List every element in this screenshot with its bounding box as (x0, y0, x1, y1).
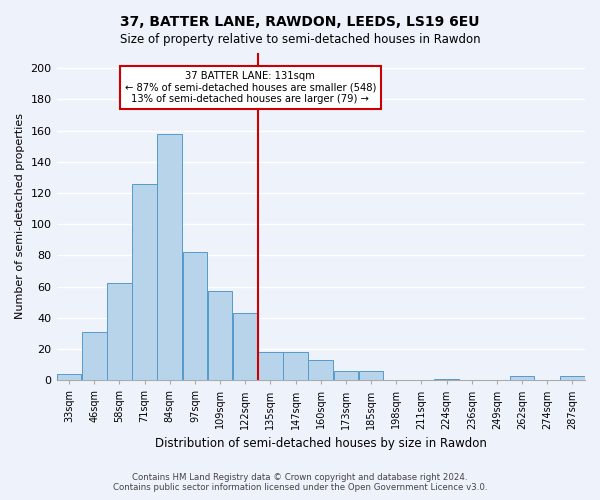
Bar (57, 374, 82, 380)
X-axis label: Distribution of semi-detached houses by size in Rawdon: Distribution of semi-detached houses by … (155, 437, 487, 450)
Bar (510, 376, 535, 380)
Bar (208, 292, 232, 380)
Text: Contains HM Land Registry data © Crown copyright and database right 2024.
Contai: Contains HM Land Registry data © Crown c… (113, 473, 487, 492)
Bar (560, 376, 585, 380)
Bar (258, 352, 283, 380)
Bar (283, 352, 308, 380)
Bar (359, 371, 383, 380)
Bar (308, 360, 333, 380)
Bar (107, 284, 132, 380)
Text: 37 BATTER LANE: 131sqm
← 87% of semi-detached houses are smaller (548)
13% of se: 37 BATTER LANE: 131sqm ← 87% of semi-det… (125, 71, 376, 104)
Bar (132, 184, 157, 380)
Bar (434, 378, 459, 380)
Bar (182, 252, 207, 380)
Bar (233, 313, 257, 380)
Y-axis label: Number of semi-detached properties: Number of semi-detached properties (15, 114, 25, 320)
Text: 37, BATTER LANE, RAWDON, LEEDS, LS19 6EU: 37, BATTER LANE, RAWDON, LEEDS, LS19 6EU (120, 15, 480, 29)
Bar (157, 134, 182, 380)
Bar (334, 371, 358, 380)
Bar (82, 332, 107, 380)
Text: Size of property relative to semi-detached houses in Rawdon: Size of property relative to semi-detach… (119, 32, 481, 46)
